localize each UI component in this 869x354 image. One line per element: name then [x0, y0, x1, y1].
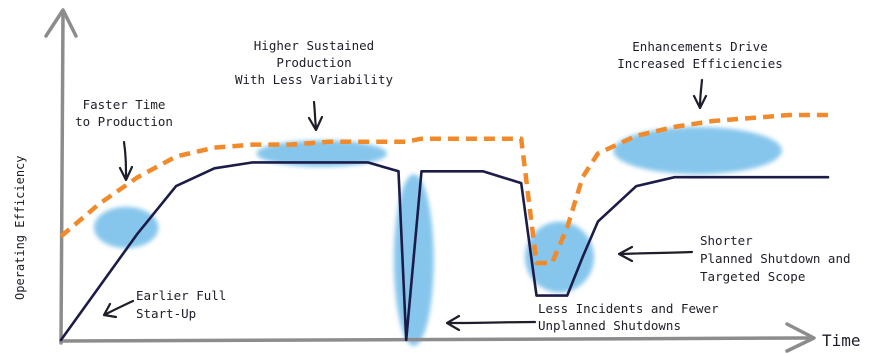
annotation-less-line: Less Incidents and Fewer [538, 301, 719, 316]
annotation-enhance-line: Increased Efficiencies [617, 56, 783, 71]
arrow-shorter [617, 245, 694, 263]
annotation-enhance: Enhancements Drive Increased Efficiencies [617, 39, 783, 110]
annotation-enhance-line: Enhancements Drive [632, 39, 767, 54]
highlight-blob [256, 140, 387, 167]
y-axis [59, 12, 65, 345]
arrow-faster [118, 140, 134, 182]
arrow-less [445, 314, 537, 332]
y-axis-label: Operating Efficiency [13, 156, 27, 301]
arrow-higher [307, 100, 324, 132]
annotation-higher-line: Higher Sustained [254, 38, 374, 53]
series-line-dashed [59, 112, 828, 266]
annotation-shorter-line: Targeted Scope [700, 269, 805, 284]
arrow-enhance [692, 78, 708, 110]
annotation-shorter: Shorter Planned Shutdown and Targeted Scop… [617, 233, 851, 284]
highlight-blob [93, 206, 159, 249]
annotation-earlier-line: Earlier Full [136, 288, 226, 303]
annotation-higher-line: Production [276, 55, 351, 70]
y-axis-arrowhead [44, 8, 78, 38]
axes [44, 8, 816, 353]
annotation-faster-line: Faster Time [83, 97, 166, 112]
x-axis [59, 336, 810, 343]
x-axis-arrowhead [785, 322, 816, 353]
annotation-earlier-line: Start-Up [136, 306, 196, 321]
arrow-earlier [102, 299, 135, 319]
series-line-solid [59, 161, 830, 342]
annotation-less: Less Incidents and Fewer Unplanned Shutdo… [445, 301, 719, 333]
annotation-shorter-line: Shorter [700, 233, 753, 248]
annotation-higher-line: With Less Variability [235, 72, 394, 87]
annotation-earlier: Earlier Full Start-Up [102, 288, 226, 321]
series-layer [59, 112, 830, 342]
annotation-shorter-line: Planned Shutdown and [700, 251, 851, 266]
highlight-blob [613, 126, 782, 175]
annotation-higher: Higher Sustained Production With Less Vari… [235, 38, 394, 132]
x-axis-label: Time [822, 331, 861, 350]
annotation-less-line: Unplanned Shutdowns [538, 318, 681, 333]
annotation-faster: Faster Time to Production [75, 97, 173, 182]
annotation-faster-line: to Production [75, 114, 173, 129]
